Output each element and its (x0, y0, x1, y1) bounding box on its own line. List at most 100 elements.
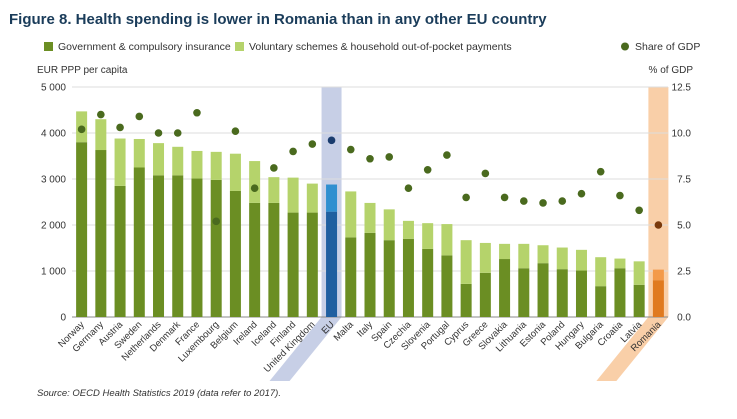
gdp-marker-eu (327, 136, 336, 145)
right-tick-label: 5.0 (677, 221, 691, 232)
right-tick-label: 12.5 (672, 83, 692, 94)
bar-gov-latvia (633, 284, 645, 317)
bar-vol-belgium (229, 153, 241, 191)
category-labels: NorwayGermanyAustriaSwedenNetherlandsDen… (56, 319, 664, 375)
bar-gov-netherlands (153, 175, 165, 317)
gdp-marker-malta (346, 145, 355, 154)
gdp-marker-slovenia (423, 166, 432, 174)
highlight-bands (269, 87, 669, 381)
right-tick-label: 2.5 (677, 267, 691, 278)
gdp-marker-norway (77, 125, 86, 134)
gdp-marker-iceland (270, 164, 278, 172)
bar-gov-iceland (268, 202, 280, 317)
legend-label-vol: Voluntary schemes & household out-of-poc… (249, 41, 512, 53)
gdp-marker-estonia (539, 199, 547, 207)
gdp-marker-portugal (443, 151, 451, 159)
bar-gov-france (191, 178, 203, 317)
bar-gov-estonia (537, 263, 549, 317)
gdp-marker-romania (654, 221, 663, 229)
gdp-markers (77, 108, 663, 229)
bars-group (76, 111, 664, 317)
bar-vol-netherlands (153, 143, 165, 176)
bar-vol-romania (652, 269, 664, 281)
bar-gov-ireland (249, 202, 261, 317)
right-axis-unit: % of GDP (649, 65, 694, 76)
left-tick-label: 3 000 (41, 175, 66, 186)
bar-gov-spain (383, 240, 395, 317)
bar-vol-poland (556, 247, 568, 270)
bar-gov-finland (287, 212, 299, 317)
gdp-marker-cyprus (462, 193, 470, 202)
bar-vol-finland (287, 177, 299, 213)
gdp-marker-france (193, 108, 201, 117)
bar-vol-spain (383, 209, 395, 241)
legend-marker-gdp (621, 42, 629, 51)
bar-gov-united-kingdom (306, 212, 318, 317)
bar-vol-france (191, 150, 203, 179)
gdp-marker-lithuania (520, 197, 528, 205)
bar-vol-portugal (441, 224, 453, 256)
bar-gov-slovenia (422, 248, 434, 317)
left-tick-label: 1 000 (41, 267, 66, 278)
bar-vol-croatia (614, 258, 626, 269)
gdp-marker-germany (97, 110, 105, 119)
bar-gov-germany (95, 150, 107, 317)
highlight-band-romania (596, 87, 669, 381)
gdp-marker-greece (481, 169, 490, 178)
gdp-marker-austria (116, 123, 124, 132)
bar-gov-romania (652, 280, 664, 317)
gdp-marker-finland (289, 147, 297, 156)
bar-vol-czechia (402, 220, 414, 239)
bar-gov-sweden (133, 167, 145, 317)
bar-vol-slovakia (499, 243, 511, 260)
bar-gov-cyprus (460, 283, 472, 317)
gdp-marker-slovakia (500, 193, 509, 202)
bar-gov-italy (364, 232, 376, 317)
bar-gov-bulgaria (595, 286, 607, 317)
left-axis-ticks: 0 1 000 2 000 3 000 4 000 5 000 (41, 83, 66, 324)
bar-gov-luxembourg (210, 179, 222, 317)
bar-vol-hungary (575, 249, 587, 271)
bar-gov-portugal (441, 255, 453, 317)
bar-gov-denmark (172, 175, 184, 317)
bar-vol-germany (95, 119, 107, 151)
gdp-marker-ireland (250, 184, 259, 192)
bar-gov-eu (326, 211, 338, 317)
gdp-marker-denmark (173, 129, 182, 137)
left-tick-label: 2 000 (41, 221, 66, 232)
bar-gov-norway (76, 142, 88, 317)
bar-vol-ireland (249, 161, 261, 203)
bar-vol-slovenia (422, 223, 434, 249)
right-tick-label: 0.0 (677, 313, 691, 324)
left-axis-unit: EUR PPP per capita (37, 65, 128, 76)
legend-label-gov: Government & compulsory insurance (58, 41, 231, 53)
bar-vol-luxembourg (210, 151, 222, 180)
gdp-marker-hungary (577, 189, 586, 198)
gdp-marker-luxembourg (212, 217, 220, 226)
gdp-marker-spain (385, 153, 394, 161)
gdp-marker-latvia (635, 206, 643, 215)
right-axis-ticks: 0.0 2.5 5.0 7.5 10.0 12.5 (672, 83, 692, 324)
bar-gov-czechia (402, 238, 414, 317)
bar-vol-austria (114, 138, 126, 186)
left-tick-label: 4 000 (41, 129, 66, 140)
bar-gov-hungary (575, 270, 587, 317)
gdp-marker-bulgaria (596, 167, 605, 176)
source-note: Source: OECD Health Statistics 2019 (dat… (37, 388, 281, 399)
bar-vol-malta (345, 191, 357, 238)
left-tick-label: 5 000 (41, 83, 66, 94)
bar-vol-estonia (537, 245, 549, 264)
right-tick-label: 7.5 (677, 175, 691, 186)
gdp-marker-sweden (135, 112, 144, 121)
legend-swatch-gov (44, 42, 53, 51)
legend-label-gdp: Share of GDP (635, 41, 700, 53)
bar-gov-croatia (614, 268, 626, 317)
bar-vol-eu (326, 184, 338, 212)
gdp-marker-belgium (231, 127, 240, 135)
bar-vol-sweden (133, 138, 145, 168)
bar-gov-slovakia (499, 259, 511, 317)
bar-gov-belgium (229, 190, 241, 317)
bar-vol-lithuania (518, 243, 530, 269)
gridlines (72, 86, 668, 318)
